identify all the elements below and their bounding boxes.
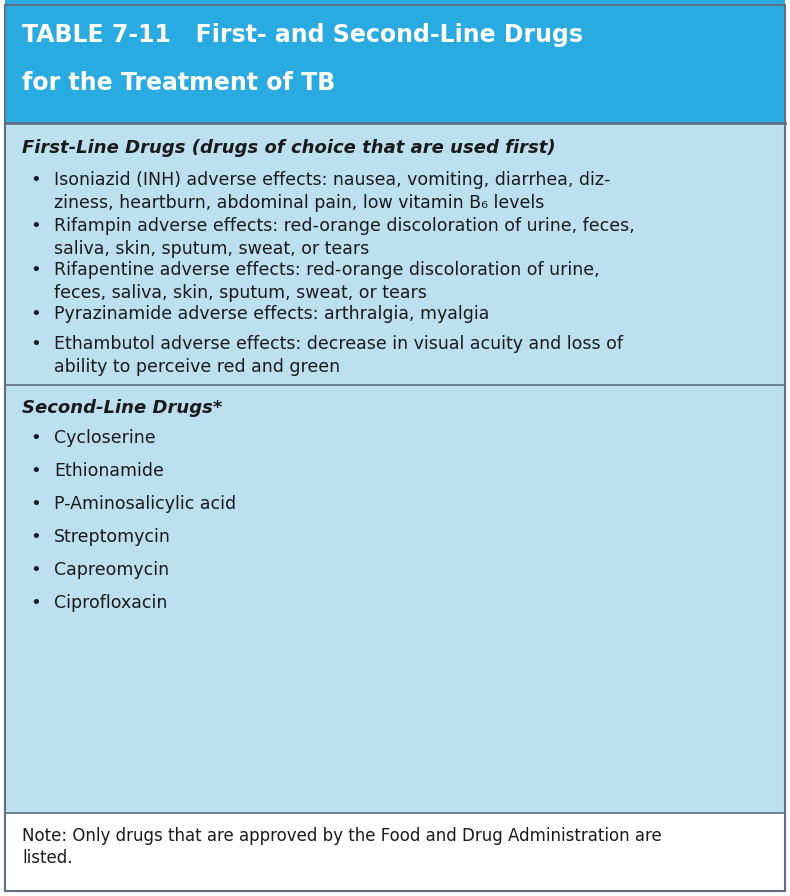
Bar xyxy=(5,123,785,813)
Text: •: • xyxy=(30,261,41,279)
Text: for the Treatment of TB: for the Treatment of TB xyxy=(22,71,335,95)
Text: •: • xyxy=(30,561,41,579)
Text: •: • xyxy=(30,217,41,235)
Bar xyxy=(5,0,785,123)
Text: Streptomycin: Streptomycin xyxy=(54,528,171,546)
Text: Rifampin adverse effects: red-orange discoloration of urine, feces,
saliva, skin: Rifampin adverse effects: red-orange dis… xyxy=(54,217,634,258)
Text: Note: Only drugs that are approved by the Food and Drug Administration are: Note: Only drugs that are approved by th… xyxy=(22,827,662,845)
Text: Isoniazid (INH) adverse effects: nausea, vomiting, diarrhea, diz-
ziness, heartb: Isoniazid (INH) adverse effects: nausea,… xyxy=(54,171,611,212)
Text: •: • xyxy=(30,594,41,612)
Text: TABLE 7-11   First- and Second-Line Drugs: TABLE 7-11 First- and Second-Line Drugs xyxy=(22,23,583,47)
Text: Ethambutol adverse effects: decrease in visual acuity and loss of
ability to per: Ethambutol adverse effects: decrease in … xyxy=(54,335,623,376)
Text: Second-Line Drugs*: Second-Line Drugs* xyxy=(22,399,222,417)
Text: •: • xyxy=(30,171,41,189)
Text: Rifapentine adverse effects: red-orange discoloration of urine,
feces, saliva, s: Rifapentine adverse effects: red-orange … xyxy=(54,261,600,302)
Bar xyxy=(5,813,785,891)
Text: •: • xyxy=(30,495,41,513)
Text: First-Line Drugs (drugs of choice that are used first): First-Line Drugs (drugs of choice that a… xyxy=(22,139,555,157)
Text: •: • xyxy=(30,528,41,546)
Text: •: • xyxy=(30,305,41,323)
Text: P-Aminosalicylic acid: P-Aminosalicylic acid xyxy=(54,495,236,513)
Text: •: • xyxy=(30,335,41,353)
Text: •: • xyxy=(30,429,41,447)
Text: Capreomycin: Capreomycin xyxy=(54,561,169,579)
Text: listed.: listed. xyxy=(22,849,73,867)
Text: Cycloserine: Cycloserine xyxy=(54,429,156,447)
Text: •: • xyxy=(30,462,41,480)
Text: Ciprofloxacin: Ciprofloxacin xyxy=(54,594,167,612)
Text: Ethionamide: Ethionamide xyxy=(54,462,164,480)
Text: Pyrazinamide adverse effects: arthralgia, myalgia: Pyrazinamide adverse effects: arthralgia… xyxy=(54,305,489,323)
